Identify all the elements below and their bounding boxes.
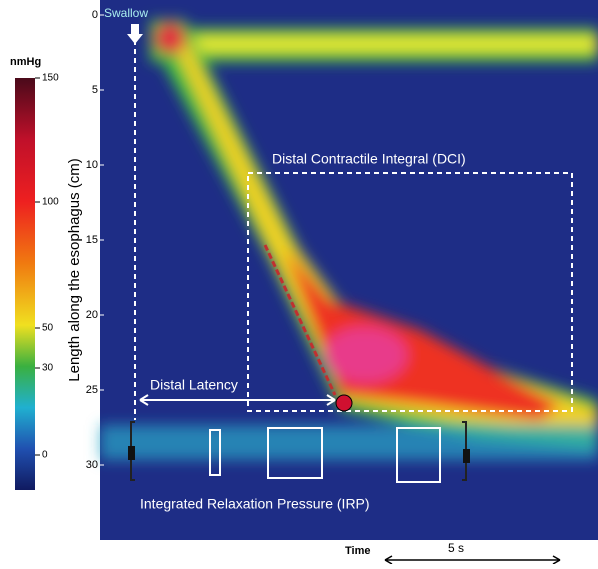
time-scale: 5 s	[448, 541, 464, 555]
axis-tick-label: 25	[86, 384, 98, 396]
axis-tick-label: 0	[92, 9, 98, 21]
colorbar-tick-label: 150	[42, 73, 59, 84]
colorbar-tick-label: 100	[42, 197, 59, 208]
colorbar	[15, 78, 35, 490]
axis-label: Length along the esophagus (cm)	[66, 158, 83, 381]
sphincter-marker	[463, 449, 470, 463]
contractile-deceleration-point	[336, 395, 352, 411]
colorbar-tick-label: 0	[42, 450, 48, 461]
manometry-figure: nmHg 150 100 50 30 0 0 5 10 15 20 25 30 Length alo…	[0, 0, 598, 564]
irp-label: Integrated Relaxation Pressure (IRP)	[140, 496, 370, 512]
latency-label: Distal Latency	[150, 377, 238, 393]
colorbar-tick-label: 30	[42, 363, 54, 374]
axis-tick-label: 15	[86, 234, 98, 246]
axis-tick-label: 5	[92, 84, 98, 96]
colorbar-unit: nmHg	[10, 56, 41, 68]
swallow-label: Swallow	[104, 6, 148, 20]
dci-label: Distal Contractile Integral (DCI)	[272, 151, 466, 167]
axis-tick-label: 20	[86, 309, 98, 321]
colorbar-tick-label: 50	[42, 323, 54, 334]
time-label: Time	[345, 545, 370, 557]
axis-tick-label: 30	[86, 459, 98, 471]
sphincter-marker	[128, 446, 135, 460]
axis-tick-label: 10	[86, 159, 98, 171]
